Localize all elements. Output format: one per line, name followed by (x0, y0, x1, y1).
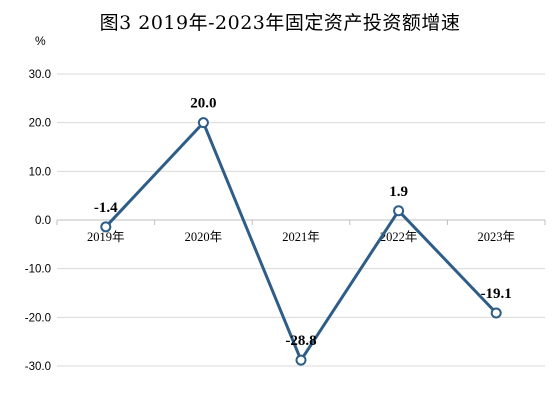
x-category-label: 2021年 (282, 230, 320, 244)
x-category-label: 2023年 (477, 230, 515, 244)
data-label: -1.4 (94, 200, 118, 216)
x-category-label: 2020年 (185, 230, 223, 244)
y-tick-label: 30.0 (29, 69, 51, 81)
data-label: -28.8 (285, 333, 316, 349)
chart-title: 图3 2019年-2023年固定资产投资额增速 (99, 12, 461, 34)
data-point-marker (393, 205, 405, 217)
data-point-marker (197, 117, 209, 129)
data-label: 1.9 (389, 184, 408, 200)
y-tick-label: 20.0 (29, 118, 51, 130)
data-point-marker (295, 354, 307, 366)
y-axis-unit: % (35, 34, 46, 48)
y-tick-label: -20.0 (25, 312, 51, 324)
data-label: 20.0 (190, 96, 216, 112)
data-point-marker (490, 307, 502, 319)
data-point-marker (100, 221, 112, 233)
y-tick-label: 0.0 (35, 215, 51, 227)
data-label: -19.1 (481, 286, 512, 302)
x-category-label: 2019年 (87, 230, 125, 244)
y-tick-label: -10.0 (25, 264, 51, 276)
x-category-label: 2022年 (380, 230, 418, 244)
y-tick-label: -30.0 (25, 361, 51, 373)
y-tick-label: 10.0 (29, 166, 51, 178)
